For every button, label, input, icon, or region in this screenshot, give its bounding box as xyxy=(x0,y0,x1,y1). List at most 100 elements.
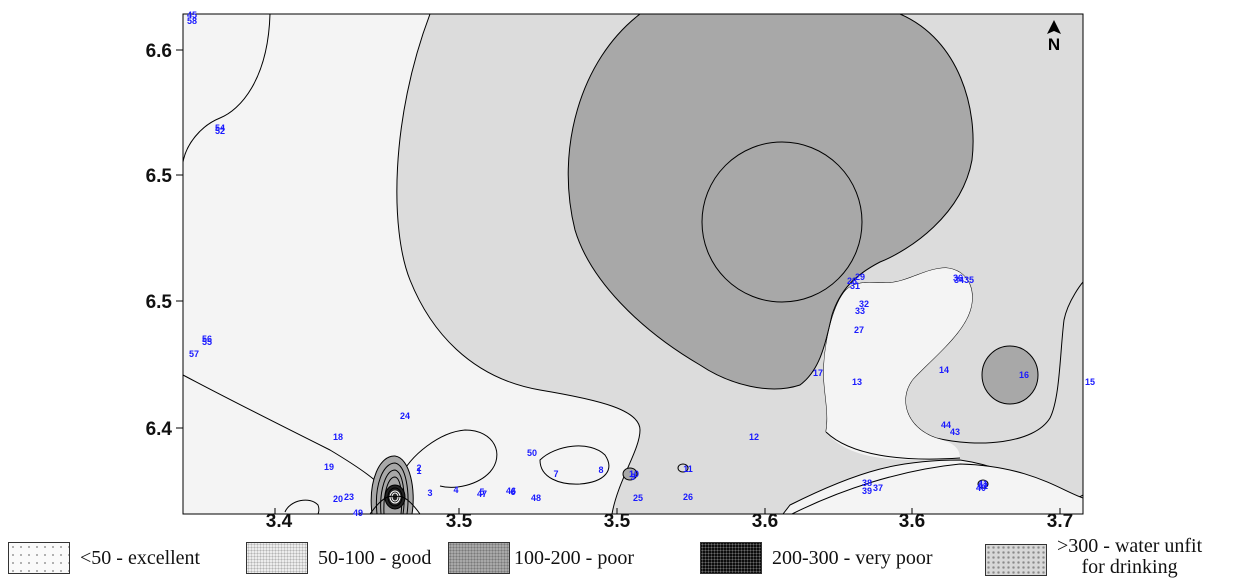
well-label-52: 52 xyxy=(215,126,225,136)
x-tick-label: 3.5 xyxy=(446,511,473,528)
well-label-13: 13 xyxy=(852,377,862,387)
steep-gradient-cluster xyxy=(369,455,421,514)
well-label-25: 25 xyxy=(633,493,643,503)
well-label-40: 40 xyxy=(976,483,986,493)
well-label-19: 19 xyxy=(324,462,334,472)
well-label-24: 24 xyxy=(400,411,410,421)
poor-spot-16 xyxy=(981,345,1039,405)
well-label-44: 44 xyxy=(941,420,951,430)
legend-label-line: for drinking xyxy=(1081,556,1178,578)
contour-loop-40 xyxy=(977,479,989,489)
map-frame xyxy=(182,13,1084,515)
well-label-5: 5 xyxy=(479,487,484,497)
west-contour-top xyxy=(183,14,271,163)
well-label-14: 14 xyxy=(939,365,949,375)
well-label-8: 8 xyxy=(598,465,603,475)
poor-core xyxy=(701,141,863,303)
well-label-56: 56 xyxy=(202,334,212,344)
well-label-16: 16 xyxy=(1019,370,1029,380)
well-label-41: 41 xyxy=(978,479,988,489)
legend-label: 100-200 - poor xyxy=(514,546,634,569)
north-arrow-icon: N xyxy=(1047,20,1061,54)
legend-label: 50-100 - good xyxy=(318,546,432,569)
well-label-28: 28 xyxy=(847,276,857,286)
good-swatch xyxy=(246,542,308,574)
well-label-50: 50 xyxy=(527,448,537,458)
well-label-29: 29 xyxy=(855,272,865,282)
y-tick-label: 6.5 xyxy=(146,292,173,313)
east-pocket-fill xyxy=(823,268,973,460)
well-label-58: 58 xyxy=(187,16,197,26)
well-label-46: 46 xyxy=(506,486,516,496)
x-axis: 3.4 3.5 3.5 3.6 3.6 3.7 xyxy=(266,508,1073,528)
well-label-20: 20 xyxy=(333,494,343,504)
very-poor-swatch xyxy=(700,542,762,574)
legend-item-very-poor: 200-300 - very poor xyxy=(700,542,933,574)
x-tick-label: 3.4 xyxy=(266,511,293,528)
well-label-1: 1 xyxy=(416,466,421,476)
well-label-47: 47 xyxy=(477,489,487,499)
east-pocket-line xyxy=(825,431,961,460)
well-label-33: 33 xyxy=(855,306,865,316)
well-label-27: 27 xyxy=(854,325,864,335)
contour-bump-north xyxy=(399,429,498,488)
well-label-26: 26 xyxy=(683,492,693,502)
legend-item-poor: 100-200 - poor xyxy=(448,542,634,574)
y-tick-label: 6.5 xyxy=(146,166,173,187)
y-tick-label: 6.4 xyxy=(146,419,173,440)
well-label-3: 3 xyxy=(427,488,432,498)
well-label-18: 18 xyxy=(333,432,343,442)
well-label-36: 36 xyxy=(953,273,963,283)
legend-item-excellent: <50 - excellent xyxy=(8,542,200,574)
well-label-31: 31 xyxy=(850,281,860,291)
unfit-swatch xyxy=(985,544,1047,576)
contour-loop-11 xyxy=(677,463,689,473)
well-label-49: 49 xyxy=(353,508,363,518)
well-label-15: 15 xyxy=(1085,377,1095,387)
x-tick-label: 3.7 xyxy=(1047,511,1073,528)
well-label-57: 57 xyxy=(189,349,199,359)
y-axis: 6.6 6.5 6.5 6.4 xyxy=(146,41,183,440)
well-label-17: 17 xyxy=(813,368,823,378)
well-label-54: 54 xyxy=(215,123,225,133)
well-label-4: 4 xyxy=(453,485,458,495)
excellent-island xyxy=(791,463,1083,514)
well-label-7: 7 xyxy=(553,469,558,479)
well-label-38: 38 xyxy=(862,478,872,488)
excellent-swatch xyxy=(8,542,70,574)
well-label-2: 2 xyxy=(416,463,421,473)
well-label-10: 10 xyxy=(629,469,639,479)
legend-label-unfit: >300 - water unfit for drinking xyxy=(1057,536,1202,578)
x-tick-label: 3.6 xyxy=(752,511,778,528)
well-label-45: 45 xyxy=(187,10,197,20)
north-label: N xyxy=(1048,35,1060,54)
poor-spot-10 xyxy=(622,467,638,481)
well-label-11: 11 xyxy=(683,464,693,474)
well-label-43: 43 xyxy=(950,427,960,437)
well-label-23: 23 xyxy=(344,492,354,502)
well-label-12: 12 xyxy=(749,432,759,442)
contour-map: 6.6 6.5 6.5 6.4 3.4 3.5 3.5 3.6 3.6 3.7 … xyxy=(146,10,1095,528)
legend-label: <50 - excellent xyxy=(80,546,201,569)
well-label-55: 55 xyxy=(202,337,212,347)
y-tick-label: 6.6 xyxy=(146,41,172,62)
poor-swatch xyxy=(448,542,510,574)
well-label-6: 6 xyxy=(510,487,515,497)
well-label-9: 9 xyxy=(630,472,635,482)
x-tick-label: 3.6 xyxy=(899,511,925,528)
contour-loop-7 xyxy=(539,445,610,485)
well-label-37: 37 xyxy=(873,483,883,493)
well-label-35: 35 xyxy=(964,275,974,285)
legend: <50 - excellent 50-100 - good 100-200 - … xyxy=(0,528,1249,588)
legend-item-good: 50-100 - good xyxy=(246,542,431,574)
well-label-48: 48 xyxy=(531,493,541,503)
legend-item-unfit: >300 - water unfit for drinking xyxy=(985,536,1202,578)
well-label-39: 39 xyxy=(862,486,872,496)
legend-label-line: >300 - water unfit xyxy=(1057,535,1203,557)
well-label-34: 34 xyxy=(954,275,964,285)
well-label-42: 42 xyxy=(978,481,988,491)
x-tick-label: 3.5 xyxy=(604,511,631,528)
well-label-32: 32 xyxy=(859,299,869,309)
contour-loop-sw xyxy=(284,499,320,514)
